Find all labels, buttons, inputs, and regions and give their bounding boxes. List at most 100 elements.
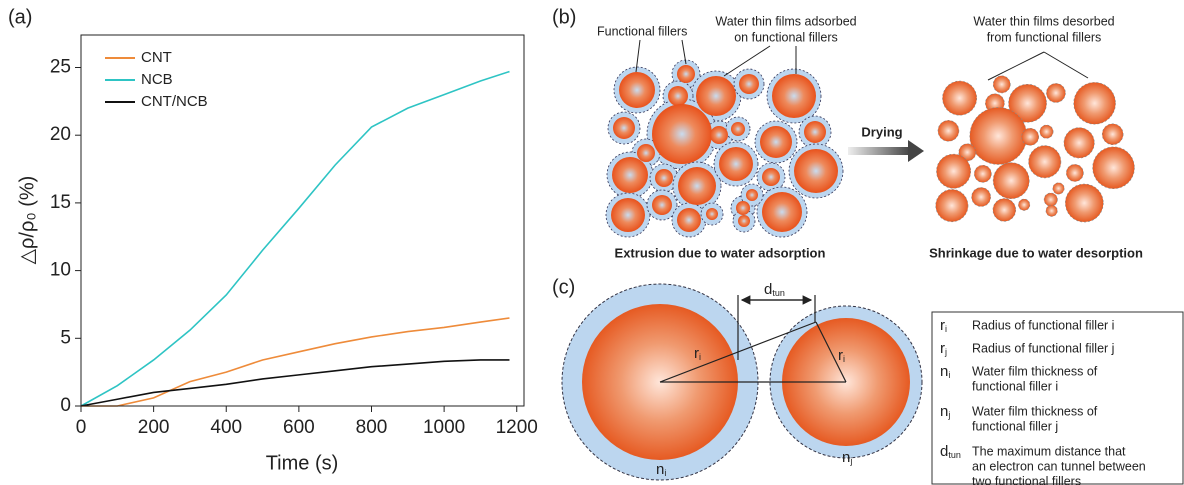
filler xyxy=(993,163,1029,199)
filler xyxy=(1064,128,1094,158)
filler xyxy=(1046,83,1065,102)
symbol-subscript: i xyxy=(945,324,947,334)
filler xyxy=(762,192,802,232)
y-tick-label: 0 xyxy=(60,395,71,416)
symbol-letter: d xyxy=(940,443,948,460)
filler xyxy=(710,126,728,144)
filler xyxy=(619,72,655,108)
x-tick-label: 0 xyxy=(76,417,87,438)
filler xyxy=(746,189,758,201)
symbol-subscript: j xyxy=(944,347,947,357)
y-tick-label: 10 xyxy=(50,260,71,281)
filler xyxy=(1046,205,1057,216)
filler xyxy=(677,65,695,83)
filler-cluster xyxy=(936,76,1135,222)
y-axis-title: △ρ/ρ₀ (%) xyxy=(16,176,38,265)
filler xyxy=(612,157,648,193)
filler xyxy=(760,126,792,158)
filler xyxy=(696,76,736,116)
filler xyxy=(652,104,712,164)
panel-label: (c) xyxy=(552,276,575,298)
symbol-subscript: i xyxy=(699,352,701,362)
filler xyxy=(1066,164,1083,181)
filler xyxy=(1093,147,1135,189)
symbol-letter: n xyxy=(842,449,850,466)
x-tick-label: 600 xyxy=(283,417,315,438)
page: (a) △ρ/ρ₀ (%) Time (s) 02004006008001000… xyxy=(0,0,1184,485)
annotation: Water thin films adsorbed xyxy=(715,14,856,28)
y-tick-label: 25 xyxy=(50,57,71,78)
annotation: on functional fillers xyxy=(734,30,838,44)
panel-label: (a) xyxy=(8,6,32,28)
legend-text: an electron can tunnel between xyxy=(972,459,1146,473)
x-tick-label: 1200 xyxy=(496,417,538,438)
filler xyxy=(1053,183,1064,194)
figure: (a) △ρ/ρ₀ (%) Time (s) 02004006008001000… xyxy=(0,0,1184,485)
annotation: from functional fillers xyxy=(987,30,1102,44)
arrow-label: Drying xyxy=(861,124,902,139)
caption: Shrinkage due to water desorption xyxy=(929,245,1143,260)
symbol: nj xyxy=(940,403,950,420)
x-axis-title: Time (s) xyxy=(266,452,339,474)
arrow-head xyxy=(908,140,924,162)
legend-text: The maximum distance that xyxy=(972,444,1126,458)
symbol: rj xyxy=(940,340,947,357)
symbol-subscript: j xyxy=(947,410,950,420)
legend-label: NCB xyxy=(141,71,173,88)
symbol-subscript: j xyxy=(849,456,852,466)
filler xyxy=(739,74,759,94)
symbol-subscript: i xyxy=(948,370,950,380)
symbol: dtun xyxy=(764,281,785,298)
legend-label: CNT xyxy=(141,49,172,66)
filler xyxy=(613,117,635,139)
symbol-subscript: i xyxy=(843,354,845,364)
legend-text: Radius of functional filler i xyxy=(972,318,1114,332)
filler xyxy=(677,208,701,232)
y-tick-label: 20 xyxy=(50,124,71,145)
filler xyxy=(1074,82,1116,124)
symbol-subscript: tun xyxy=(772,288,785,298)
caption: Extrusion due to water adsorption xyxy=(615,245,826,260)
y-tick-label: 5 xyxy=(60,327,71,348)
filler xyxy=(762,168,780,186)
symbol: dtun xyxy=(940,443,961,460)
line xyxy=(81,72,509,406)
filler xyxy=(738,215,750,227)
symbol-letter: n xyxy=(940,363,948,380)
filler xyxy=(1029,146,1061,178)
filler xyxy=(1102,124,1123,145)
legend-text: functional filler i xyxy=(972,379,1058,393)
symbol-letter: n xyxy=(656,461,664,478)
legend-text: two functional fillers xyxy=(972,474,1081,485)
x-tick-label: 200 xyxy=(138,417,170,438)
filler xyxy=(794,149,838,193)
filler xyxy=(678,167,716,205)
filler xyxy=(736,201,750,215)
filler xyxy=(972,188,991,207)
filler xyxy=(970,107,1027,164)
filler xyxy=(1065,184,1103,222)
legend-text: functional filler j xyxy=(972,419,1058,433)
filler xyxy=(1044,193,1057,206)
filler xyxy=(772,74,816,118)
filler xyxy=(731,122,745,136)
filler xyxy=(655,169,673,187)
filler-cluster xyxy=(606,60,843,237)
filler xyxy=(1040,125,1053,138)
filler xyxy=(668,86,688,106)
symbol-letter: d xyxy=(764,281,772,298)
annotation: Water thin films desorbed xyxy=(973,14,1114,28)
symbol: ni xyxy=(940,363,950,380)
arrow-shaft xyxy=(848,147,910,155)
legend-text: Water film thickness of xyxy=(972,364,1098,378)
filler xyxy=(637,144,655,162)
symbol-letter: n xyxy=(940,403,948,420)
filler xyxy=(974,165,991,182)
panel-label: (b) xyxy=(552,6,576,28)
filler xyxy=(611,198,645,232)
legend-text: Water film thickness of xyxy=(972,404,1098,418)
filler xyxy=(804,121,826,143)
filler xyxy=(943,81,977,115)
filler xyxy=(1022,128,1039,145)
